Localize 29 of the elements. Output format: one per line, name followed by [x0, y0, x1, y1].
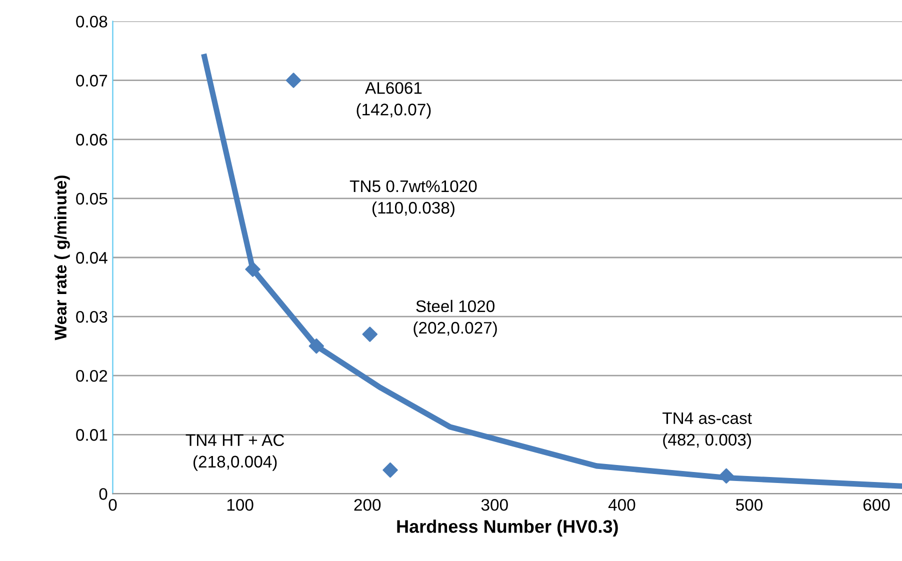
- point: [718, 468, 734, 484]
- annotation: Steel 1020 (202,0.027): [414, 300, 497, 337]
- y-tick-label: 0.03: [76, 310, 108, 323]
- y-tick-label: 0.02: [76, 370, 108, 382]
- x-tick-label: 400: [608, 498, 636, 511]
- y-tick-label: 0.04: [76, 252, 108, 264]
- y-tick-label: 0: [99, 488, 108, 500]
- point: [362, 326, 378, 342]
- point: [286, 72, 302, 88]
- x-tick-label: 300: [481, 498, 508, 511]
- y-tick-label: 0.01: [76, 429, 108, 441]
- annotation: TN5 0.7wt%1020 (110,0.038): [350, 180, 477, 217]
- point: [308, 338, 324, 354]
- y-axis-title: Wear rate ( g/minute): [54, 176, 70, 340]
- annotation: TN4 as-cast (482, 0.003): [662, 412, 752, 449]
- y-tick-label: 0.05: [76, 192, 108, 205]
- annotation: AL6061 (142,0.07): [356, 82, 431, 119]
- x-tick-label: 200: [354, 498, 381, 511]
- x-tick-label: 100: [227, 498, 254, 511]
- y-tick-label: 0.08: [76, 16, 108, 28]
- point: [382, 462, 398, 478]
- x-axis-title: Hardness Number (HV0.3): [397, 520, 618, 536]
- annotation: TN4 HT + AC (218,0.004): [186, 434, 284, 471]
- y-tick-label: 0.06: [76, 134, 108, 146]
- x-tick-label: 500: [736, 498, 762, 511]
- y-tick-label: 0.07: [76, 74, 108, 87]
- x-tick-label: 0: [108, 498, 117, 511]
- point: [245, 262, 260, 277]
- x-tick-label: 600: [863, 498, 890, 511]
